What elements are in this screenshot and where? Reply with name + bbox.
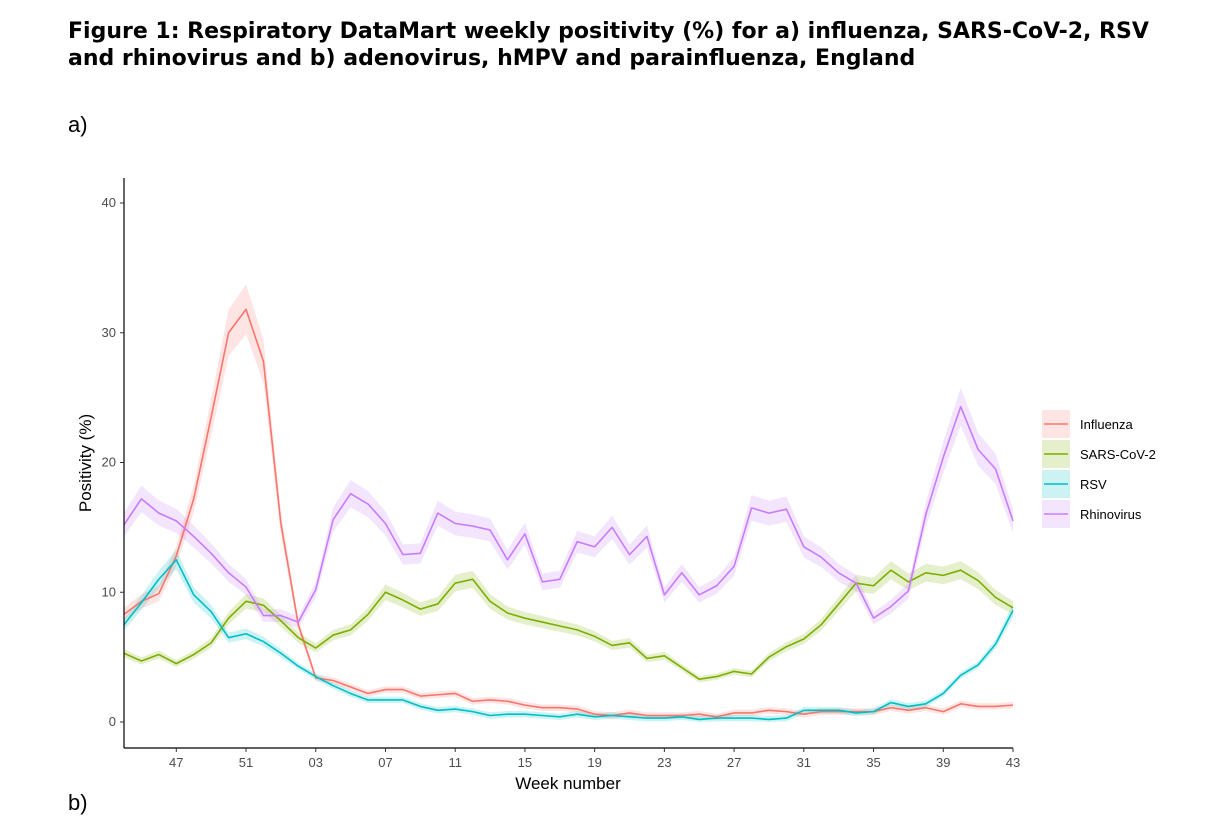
x-tick-label: 27: [727, 755, 741, 770]
y-axis-title: Positivity (%): [76, 414, 95, 512]
y-ticks: 0 10 20 30 40: [102, 195, 124, 729]
axes: [123, 178, 1013, 749]
line-influenza: [123, 308, 1014, 718]
x-tick-label: 47: [169, 755, 183, 770]
line-sars-cov-2: [123, 569, 1014, 680]
panel-a-label: a): [68, 112, 88, 137]
line-rhinovirus: [123, 405, 1014, 623]
x-tick-label: 11: [448, 755, 462, 770]
x-tick-label: 19: [587, 755, 601, 770]
line-rsv: [123, 559, 1014, 721]
x-tick-label: 15: [518, 755, 532, 770]
y-tick-label: 30: [102, 325, 116, 340]
y-tick-label: 0: [109, 714, 116, 729]
legend-label-sars-cov-2: SARS-CoV-2: [1080, 447, 1156, 462]
band-rhinovirus: [124, 387, 1013, 629]
x-tick-label: 31: [797, 755, 811, 770]
y-tick-label: 40: [102, 195, 116, 210]
x-tick-label: 39: [936, 755, 950, 770]
legend-label-rhinovirus: Rhinovirus: [1080, 507, 1142, 522]
panel-b-label: b): [68, 790, 88, 815]
series-lines: [123, 308, 1014, 721]
legend-label-rsv: RSV: [1080, 477, 1107, 492]
x-tick-label: 51: [239, 755, 253, 770]
band-influenza: [124, 284, 1013, 721]
y-tick-label: 20: [102, 455, 116, 470]
x-tick-label: 03: [309, 755, 323, 770]
legend-label-influenza: Influenza: [1080, 417, 1134, 432]
y-tick-label: 10: [102, 584, 116, 599]
x-ticks: 47 51 03 07 11 15 19 23 27 31 35 39 43: [169, 748, 1020, 770]
x-tick-label: 23: [657, 755, 671, 770]
legend: Influenza SARS-CoV-2 RSV Rhinovirus: [1042, 410, 1156, 528]
confidence-bands: [124, 284, 1013, 722]
figure-title: Figure 1: Respiratory DataMart weekly po…: [68, 19, 1149, 71]
x-axis-title: Week number: [515, 774, 621, 793]
x-tick-label: 35: [866, 755, 880, 770]
x-tick-label: 43: [1006, 755, 1020, 770]
x-tick-label: 07: [378, 755, 392, 770]
